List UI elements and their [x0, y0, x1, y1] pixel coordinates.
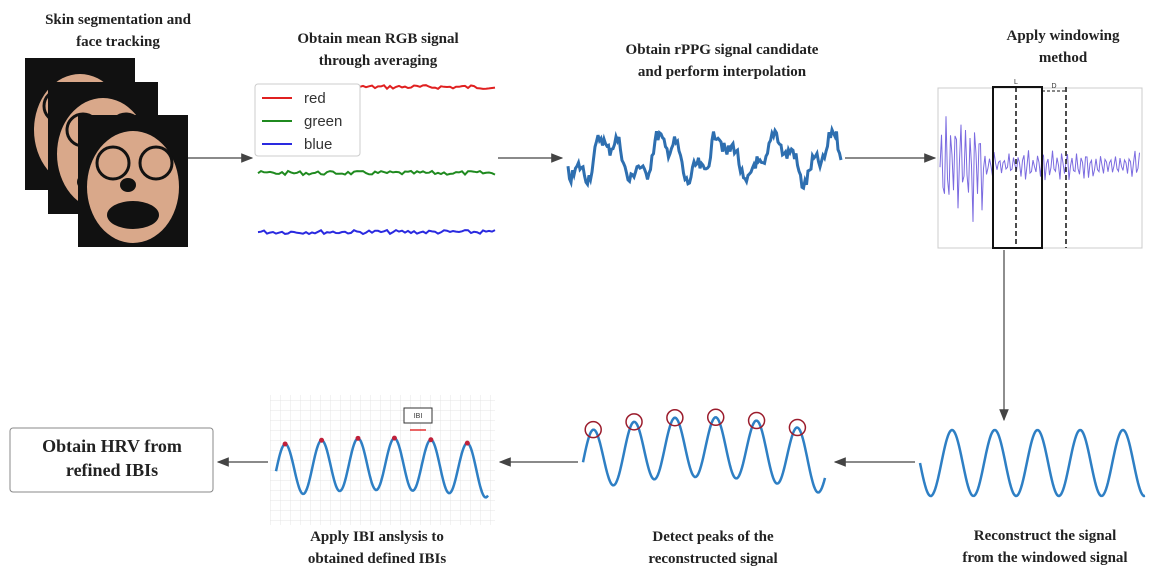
face-images [25, 58, 188, 247]
step-label: Apply IBI anslysis to [310, 529, 444, 545]
window-label: L [1014, 79, 1018, 86]
peak-dot [391, 435, 397, 441]
step-label: Obtain mean RGB signal [297, 31, 458, 47]
ibi-grid [270, 395, 495, 525]
arrows [188, 153, 1009, 467]
peak-circle [625, 413, 643, 431]
peak-dot [355, 435, 361, 441]
legend-box [254, 83, 361, 157]
hrv-box [9, 427, 214, 493]
reconstructed-signal [918, 428, 1146, 498]
peak-dot [428, 437, 434, 443]
ibi-signal [274, 436, 489, 499]
peak-circle [706, 408, 725, 427]
peak-circle [788, 418, 807, 437]
step-label: and perform interpolation [638, 64, 807, 80]
peak-circle [747, 411, 766, 430]
green-signal [257, 169, 496, 177]
peak-circle [666, 408, 684, 427]
step-label: Detect peaks of the [652, 529, 774, 545]
step-label: obtained defined IBIs [308, 551, 447, 567]
blue-signal [257, 228, 496, 236]
step-label: Apply windowing [1007, 28, 1120, 44]
step-label: refined IBIs [66, 460, 158, 480]
mouth-mask [107, 201, 159, 229]
legend-label: green [304, 113, 342, 130]
window-l [992, 86, 1043, 249]
peak-dot [282, 441, 288, 447]
windowed-signal [939, 116, 1140, 222]
step-label: Skin segmentation and [45, 12, 192, 28]
step-label: method [1039, 50, 1088, 66]
legend-label: red [304, 90, 326, 107]
step-label: through averaging [319, 53, 438, 69]
step-label: face tracking [76, 34, 160, 50]
peak-dot [464, 440, 470, 446]
window-label: D [1051, 83, 1056, 90]
step-label: reconstructed signal [648, 551, 777, 567]
peak-dot [319, 437, 325, 443]
step-label: from the windowed signal [962, 550, 1127, 566]
peak-circle [584, 420, 602, 439]
step-label: Obtain rPPG signal candidate [626, 42, 819, 58]
step-label: Reconstruct the signal [974, 528, 1117, 544]
nose-mask [120, 178, 136, 192]
peaks-signal [581, 416, 827, 494]
rppg-signal [566, 124, 843, 191]
ibi-label: IBI [414, 413, 423, 420]
glasses [138, 145, 174, 181]
ibi-box [403, 407, 433, 424]
step-label: Obtain HRV from [42, 436, 182, 456]
glasses [95, 145, 131, 181]
legend-label: blue [304, 136, 332, 153]
